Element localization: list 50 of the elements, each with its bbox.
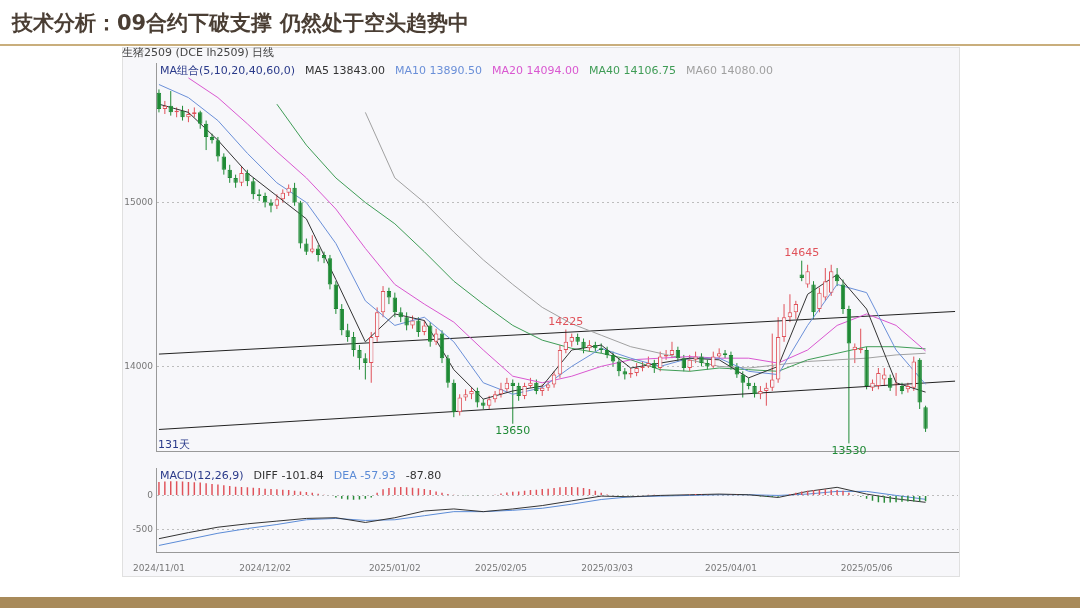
chart-title: 技术分析：09合约下破支撑 仍然处于空头趋势中 <box>12 10 469 37</box>
text: MA5 13843.00 <box>305 63 386 77</box>
annotation: -87.80 <box>405 468 442 482</box>
candlestick <box>823 267 828 302</box>
candlestick <box>386 287 392 305</box>
candlestick <box>363 352 368 380</box>
chart-subtitle: 生猪2509 (DCE lh2509) 日线 <box>122 46 275 60</box>
candlestick <box>357 344 362 371</box>
candlestick <box>475 387 480 408</box>
candlestick <box>764 382 769 407</box>
candlestick <box>274 193 280 210</box>
candlestick <box>817 287 822 313</box>
candlestick <box>876 367 881 390</box>
candlestick <box>770 333 775 392</box>
text: MA60 14080.00 <box>686 63 774 77</box>
y-tick-label: 15000 <box>124 196 154 207</box>
text: DIFF -101.84 <box>253 468 324 482</box>
annotation: 14645 <box>784 246 820 260</box>
candlestick <box>457 393 462 417</box>
text: DEA -57.93 <box>333 468 396 482</box>
y-tick-label: 14000 <box>124 360 154 371</box>
x-tick-label: 2024/11/01 <box>133 562 185 573</box>
x-tick-label: 2024/12/02 <box>239 562 292 573</box>
x-tick-label: 2025/01/02 <box>368 562 421 573</box>
y-tick-label: -500 <box>132 523 154 534</box>
annotation: MA组合(5,10,20,40,60,0) <box>160 63 296 77</box>
annotation: 131天 <box>158 437 190 451</box>
candlestick <box>292 182 297 207</box>
candlestick <box>516 382 521 402</box>
text: MA20 14094.00 <box>492 63 580 77</box>
annotation: 13530 <box>831 443 867 457</box>
annotation: 14225 <box>548 314 584 328</box>
x-tick-label: 2025/02/05 <box>475 562 527 573</box>
x-tick-label: 2025/05/06 <box>840 562 893 573</box>
candlestick <box>404 311 409 331</box>
annotation: 13650 <box>495 424 531 438</box>
candlestick <box>262 192 268 208</box>
candlestick <box>351 331 356 358</box>
text: MA40 14106.75 <box>589 63 677 77</box>
candlestick <box>251 177 256 200</box>
candlestick <box>345 323 350 343</box>
x-tick-label: 2025/04/01 <box>705 562 757 573</box>
text: MA10 13890.50 <box>395 63 483 77</box>
candlestick <box>239 165 244 187</box>
y-tick-label: 0 <box>147 489 154 500</box>
candlestick <box>310 234 315 254</box>
x-tick-label: 2025/03/03 <box>581 562 634 573</box>
annotation: MACD(12,26,9) <box>160 468 244 482</box>
candlestick <box>805 264 810 289</box>
candlestick <box>923 405 928 433</box>
